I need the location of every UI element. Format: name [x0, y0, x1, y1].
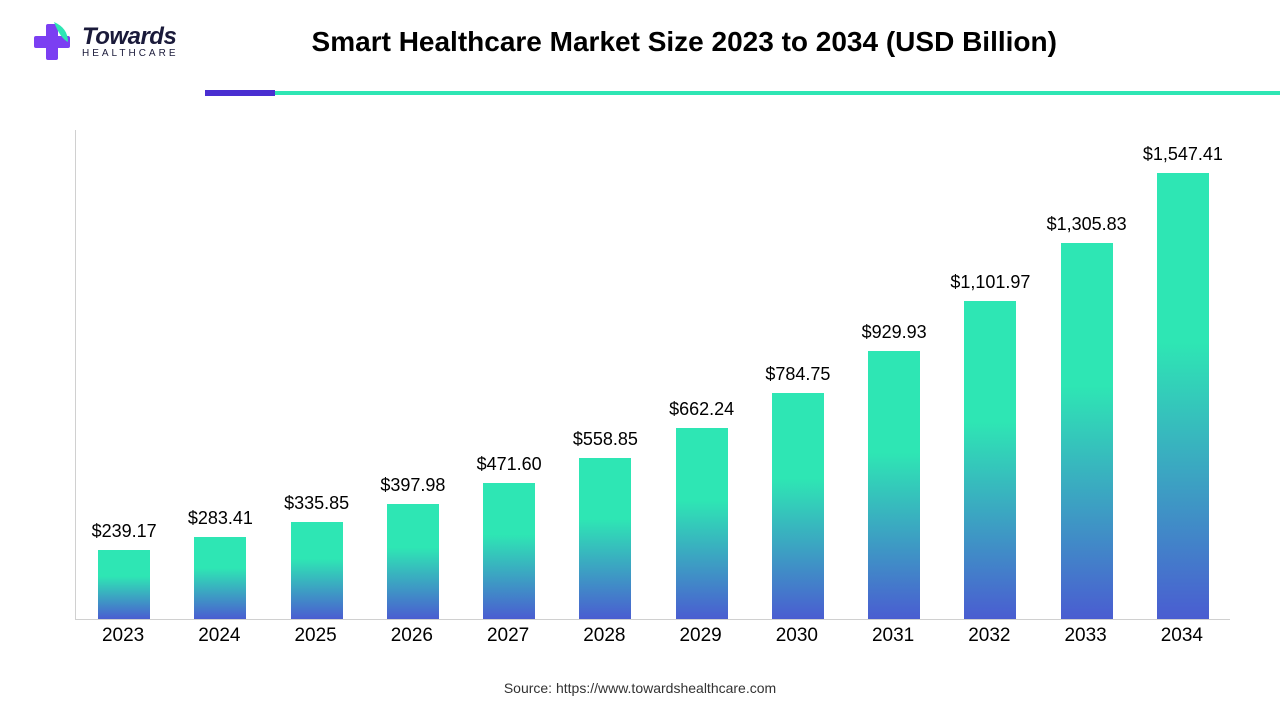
bar: $283.41 — [194, 537, 246, 619]
bar: $558.85 — [579, 458, 631, 619]
x-axis-label: 2028 — [583, 625, 625, 647]
underline-purple-segment — [205, 90, 275, 96]
bar: $397.98 — [387, 504, 439, 619]
bar-value-label: $929.93 — [862, 322, 927, 343]
x-axis-label: 2026 — [391, 625, 433, 647]
bar-value-label: $1,101.97 — [950, 272, 1030, 293]
bar: $1,101.97 — [964, 301, 1016, 619]
bar: $1,305.83 — [1061, 243, 1113, 619]
logo-word-towards: Towards — [82, 25, 179, 49]
x-axis-label: 2023 — [102, 625, 144, 647]
x-axis-label: 2034 — [1161, 625, 1203, 647]
logo-word-healthcare: HEALTHCARE — [82, 49, 179, 59]
logo-mark-icon — [30, 20, 74, 64]
bar-value-label: $1,305.83 — [1047, 214, 1127, 235]
underline-teal-segment — [275, 91, 1280, 95]
bar: $662.24 — [676, 428, 728, 619]
bar-value-label: $471.60 — [477, 454, 542, 475]
title-underline — [205, 90, 1280, 96]
bar: $239.17 — [98, 550, 150, 619]
bar-value-label: $397.98 — [380, 475, 445, 496]
x-axis-label: 2030 — [776, 625, 818, 647]
chart-title: Smart Healthcare Market Size 2023 to 203… — [179, 26, 1251, 58]
x-axis-label: 2024 — [198, 625, 240, 647]
logo-text: Towards HEALTHCARE — [82, 25, 179, 59]
source-text: Source: https://www.towardshealthcare.co… — [0, 680, 1280, 696]
bar-value-label: $335.85 — [284, 493, 349, 514]
x-axis-label: 2025 — [294, 625, 336, 647]
x-axis-label: 2031 — [872, 625, 914, 647]
bar: $335.85 — [291, 522, 343, 619]
x-axis-label: 2027 — [487, 625, 529, 647]
bar-value-label: $1,547.41 — [1143, 144, 1223, 165]
header: Towards HEALTHCARE Smart Healthcare Mark… — [0, 0, 1280, 64]
x-axis-label: 2029 — [679, 625, 721, 647]
bar: $929.93 — [868, 351, 920, 619]
x-axis-label: 2032 — [968, 625, 1010, 647]
bar: $784.75 — [772, 393, 824, 619]
bar-value-label: $239.17 — [92, 521, 157, 542]
logo: Towards HEALTHCARE — [30, 20, 179, 64]
x-axis-label: 2033 — [1064, 625, 1106, 647]
bar-chart: $239.17 $283.41 $335.85 $397.98 $471.60 $558.… — [75, 130, 1230, 620]
bar-value-label: $283.41 — [188, 508, 253, 529]
bar: $1,547.41 — [1157, 173, 1209, 619]
bar-value-label: $558.85 — [573, 429, 638, 450]
bar-value-label: $662.24 — [669, 399, 734, 420]
x-axis-labels: 2023 2024 2025 2026 2027 2028 2029 2030 2031 2032… — [75, 625, 1230, 655]
bar: $471.60 — [483, 483, 535, 619]
bar-value-label: $784.75 — [765, 364, 830, 385]
